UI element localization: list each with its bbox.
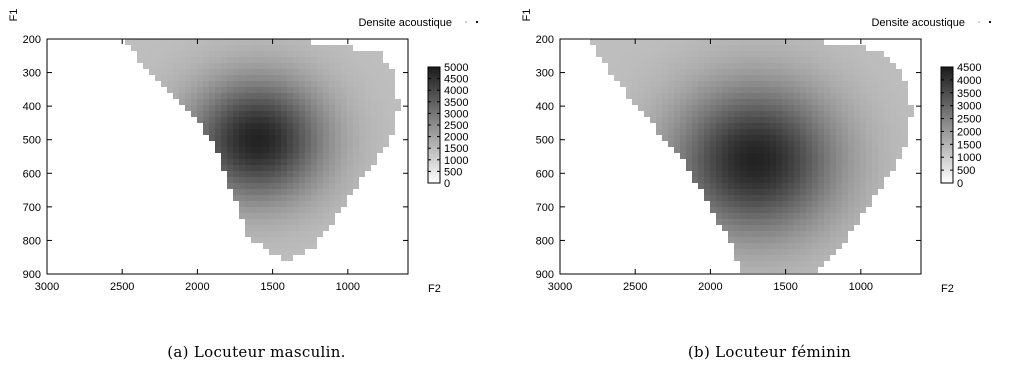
y-tick-label: 200 [23, 34, 41, 46]
colorbar-tick-label: 4000 [444, 85, 468, 97]
colorbar-tick-label: 0 [957, 178, 963, 190]
x-tick-label: 2500 [623, 281, 647, 293]
colorbar-tick-label: 4000 [957, 75, 981, 87]
y-tick-label: 700 [536, 202, 554, 214]
x-tick-label: 3000 [35, 281, 59, 293]
colorbar-tick-label: 0 [444, 178, 450, 190]
y-tick-label: 600 [536, 168, 554, 180]
legend-swatch-light [978, 21, 980, 23]
figure-caption-a: (a) Locuteur masculin. [167, 343, 346, 361]
colorbar-tick-label: 3000 [957, 101, 981, 113]
x-tick-label: 1000 [849, 281, 873, 293]
colorbar-tick-label: 3000 [444, 108, 468, 120]
density-cells [590, 39, 914, 273]
y-axis-label: F1 [521, 9, 533, 22]
colorbar-tick-label: 1500 [957, 139, 981, 151]
colorbar-tick-label: 2500 [957, 114, 981, 126]
chart-panel-a: 3000 2500 2000 1500 1000 200 300 400 500 600 700 80… [8, 9, 479, 361]
x-tick-label: 1500 [260, 281, 284, 293]
y-tick-label: 300 [536, 68, 554, 80]
plot-frame [559, 38, 922, 275]
density-heatmap-a: 3000 2500 2000 1500 100020030040050060070080… [8, 9, 479, 295]
chart-panel-b: 3000 2500 2000 1500 1000 200 300 400 500 600 700 80… [513, 0, 1026, 385]
x-tick-label: 2500 [110, 281, 134, 293]
colorbar-tick-label: 500 [957, 165, 975, 177]
colorbar-tick-label: 1000 [444, 155, 468, 167]
colorbar-tick-label: 3500 [444, 97, 468, 109]
colorbar-tick-label: 2000 [444, 132, 468, 144]
x-tick-label: 2000 [185, 281, 209, 293]
colorbar-tick-label: 1500 [444, 143, 468, 155]
x-tick-label: 1500 [773, 281, 797, 293]
y-tick-label: 500 [23, 135, 41, 147]
colorbar-tick-label: 500 [444, 166, 462, 178]
legend-swatch-dark [988, 20, 992, 24]
legend-label: Densite acoustique [358, 17, 452, 29]
legend-swatch-light [465, 21, 467, 23]
y-tick-label: 900 [536, 269, 554, 281]
colorbar-tick-label: 2000 [957, 126, 981, 138]
colorbar-tick-label: 4500 [957, 62, 981, 74]
plot-frame [46, 38, 409, 275]
x-tick-label: 3000 [548, 281, 572, 293]
y-tick-label: 900 [23, 269, 41, 281]
colorbar-tick-label: 4500 [444, 74, 468, 86]
y-tick-label: 300 [23, 68, 41, 80]
y-tick-label: 200 [536, 34, 554, 46]
figure-caption-b: (b) Locuteur féminin [687, 343, 852, 361]
y-tick-label: 400 [536, 101, 554, 113]
legend-swatch-dark [475, 20, 479, 24]
y-tick-label: 800 [23, 235, 41, 247]
colorbar [940, 66, 954, 184]
colorbar-tick-label: 2500 [444, 120, 468, 132]
y-axis-label: F1 [8, 9, 20, 22]
y-tick-label: 800 [536, 235, 554, 247]
x-tick-label: 1000 [336, 281, 360, 293]
legend-label: Densite acoustique [871, 17, 965, 29]
y-tick-label: 400 [23, 101, 41, 113]
colorbar-tick-label: 1000 [957, 152, 981, 164]
y-tick-label: 500 [536, 135, 554, 147]
x-axis-label: F2 [941, 283, 954, 295]
y-tick-label: 700 [23, 202, 41, 214]
x-tick-label: 2000 [698, 281, 722, 293]
density-heatmap-b: 3000 2500 2000 1500 100020030040050060070080… [521, 9, 992, 295]
x-axis-label: F2 [428, 283, 441, 295]
density-cells [125, 39, 401, 261]
colorbar-tick-label: 5000 [444, 62, 468, 74]
y-tick-label: 600 [23, 168, 41, 180]
colorbar-tick-label: 3500 [957, 88, 981, 100]
